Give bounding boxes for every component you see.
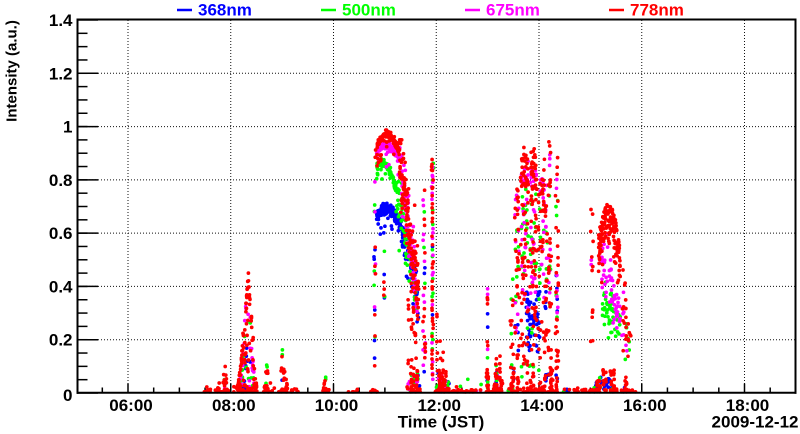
svg-text:12:00: 12:00 <box>417 396 460 415</box>
svg-text:Time (JST): Time (JST) <box>398 413 485 432</box>
svg-text:08:00: 08:00 <box>212 396 255 415</box>
svg-text:Intensity (a.u.): Intensity (a.u.) <box>4 20 21 122</box>
svg-text:368nm: 368nm <box>198 0 252 19</box>
svg-text:0.6: 0.6 <box>49 224 73 243</box>
svg-text:675nm: 675nm <box>486 0 540 19</box>
svg-text:10:00: 10:00 <box>315 396 358 415</box>
svg-text:0: 0 <box>63 386 72 405</box>
svg-text:14:00: 14:00 <box>520 396 563 415</box>
svg-text:1.4: 1.4 <box>49 11 73 30</box>
svg-text:500nm: 500nm <box>342 0 396 19</box>
svg-text:0.2: 0.2 <box>49 331 73 350</box>
svg-text:778nm: 778nm <box>630 0 684 19</box>
svg-text:2009-12-12: 2009-12-12 <box>712 413 799 432</box>
svg-text:18:00: 18:00 <box>726 396 769 415</box>
svg-text:0.4: 0.4 <box>49 277 73 296</box>
svg-text:0.8: 0.8 <box>49 171 73 190</box>
svg-text:1: 1 <box>63 118 72 137</box>
svg-text:1.2: 1.2 <box>49 64 73 83</box>
svg-text:16:00: 16:00 <box>623 396 666 415</box>
svg-text:06:00: 06:00 <box>109 396 152 415</box>
